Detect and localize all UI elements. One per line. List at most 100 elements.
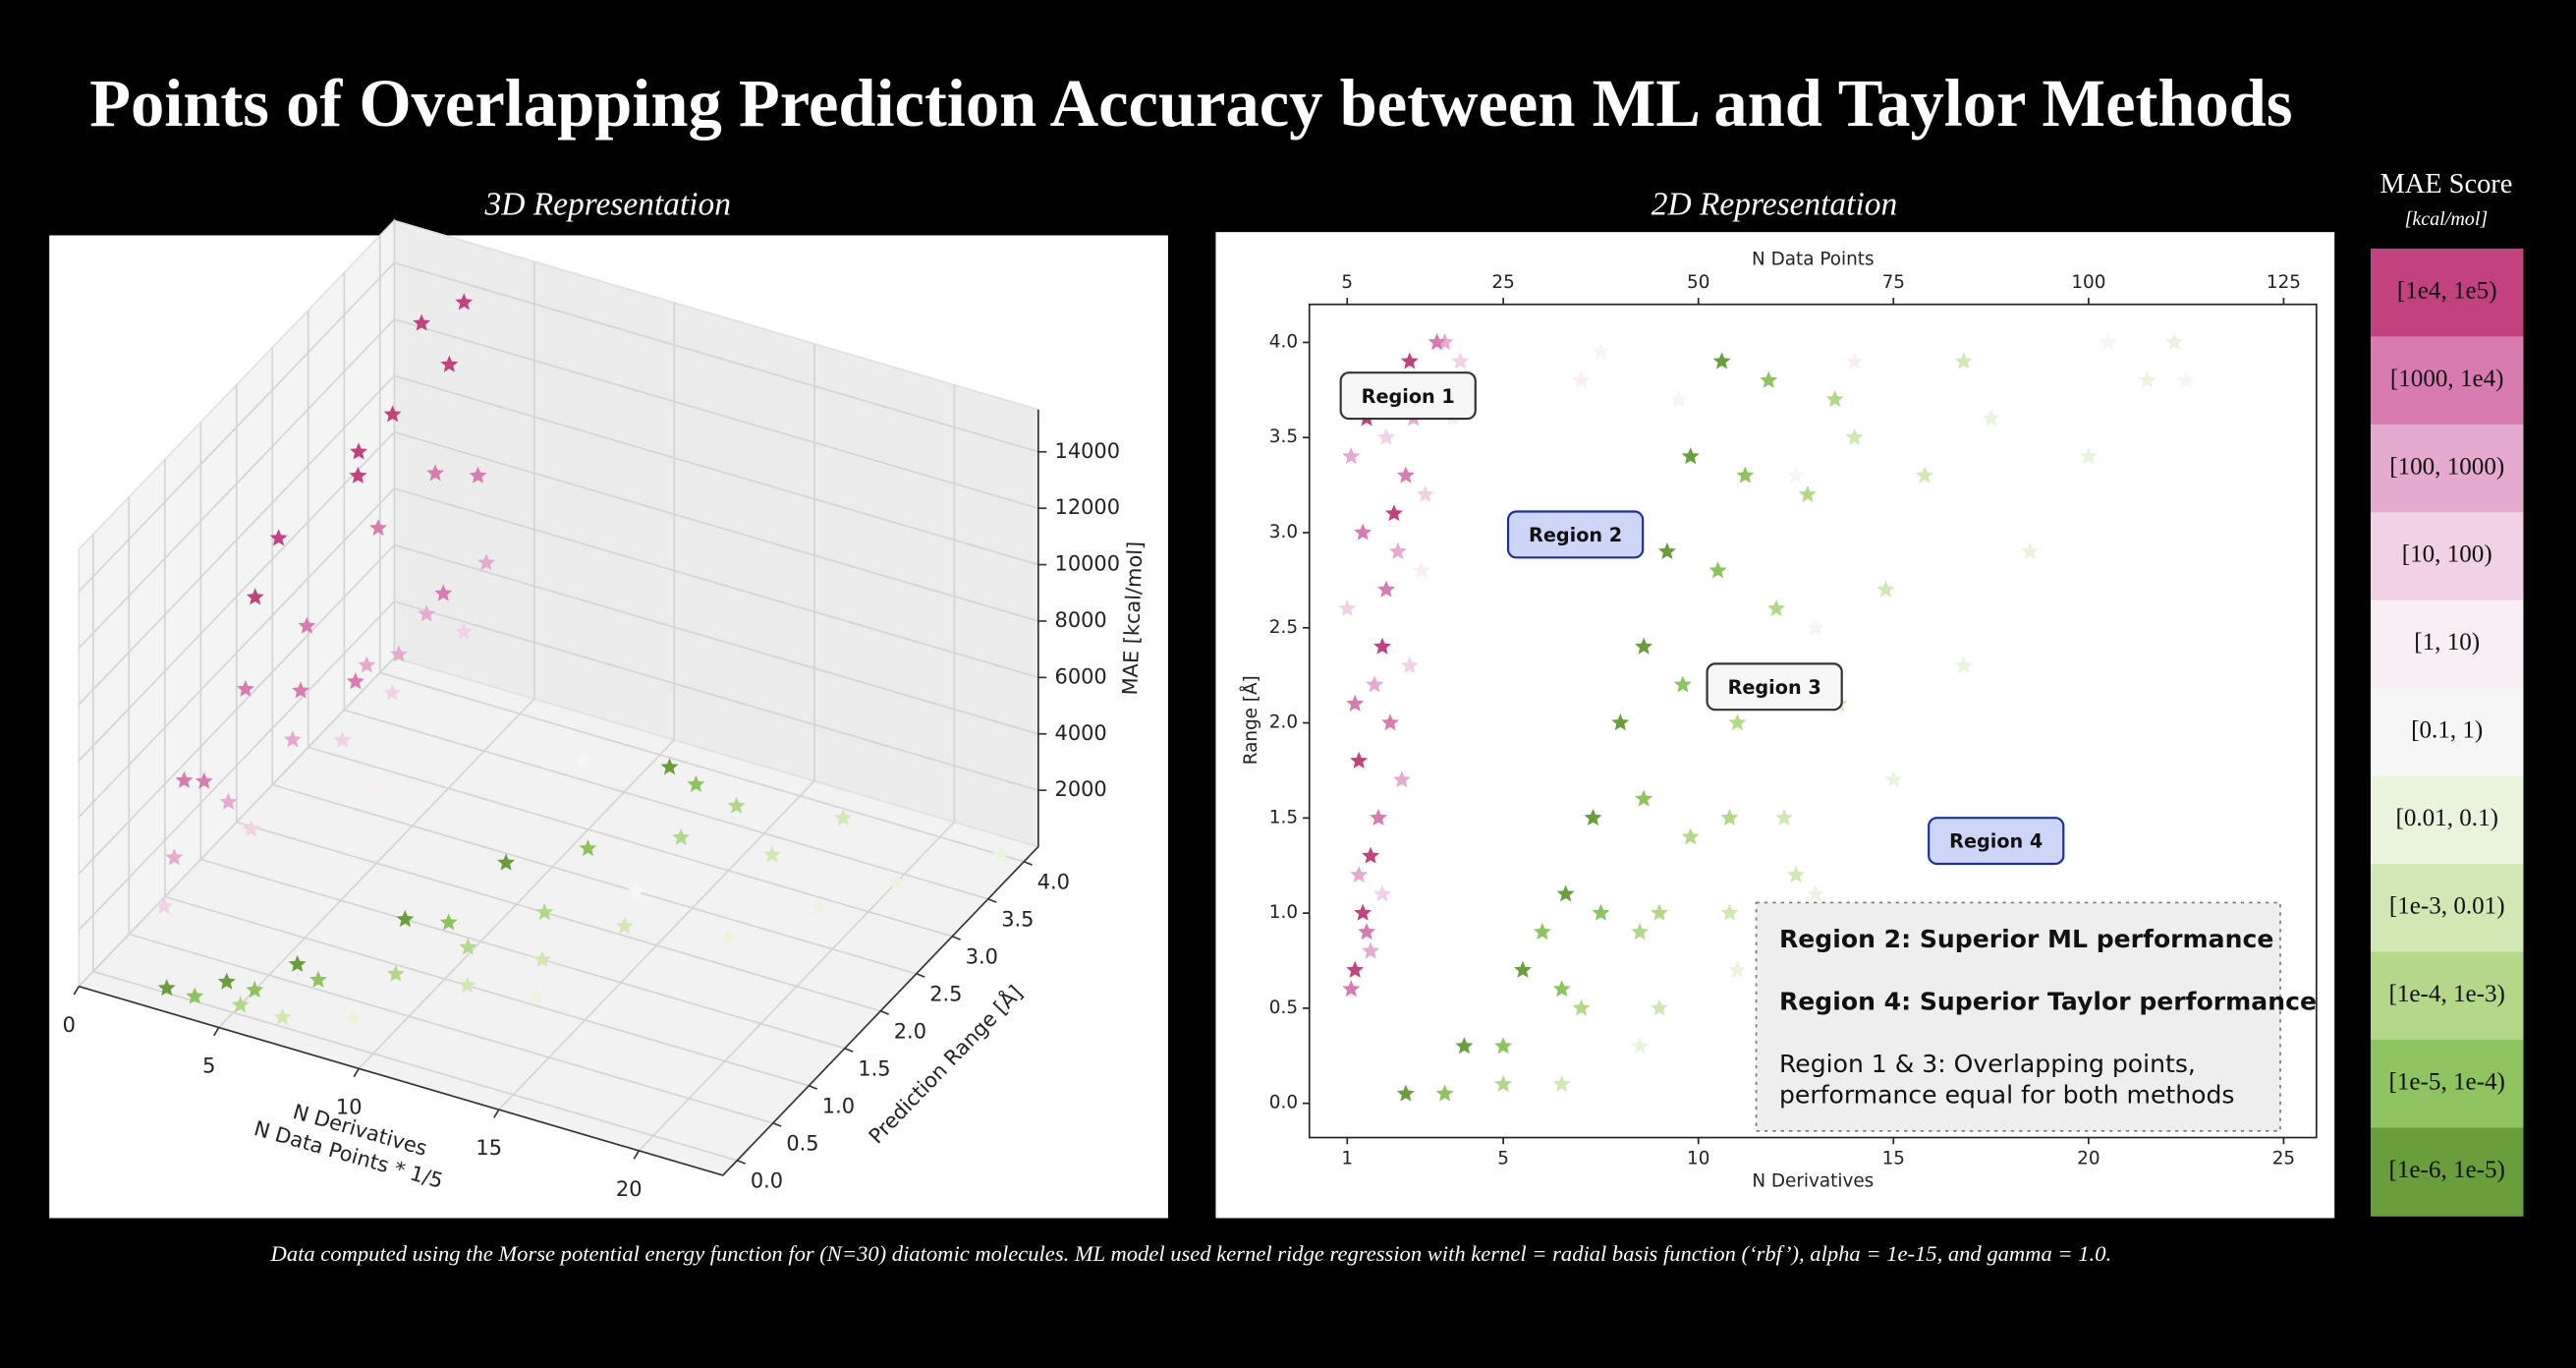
legend-label: [10, 100) (2402, 542, 2492, 568)
note-line: Region 2: Superior ML performance (1779, 925, 2273, 953)
legend-title: MAE Score (2380, 169, 2512, 200)
data-point (350, 442, 368, 460)
legend-swatch (2370, 336, 2524, 426)
data-point (1592, 342, 1610, 360)
data-point (1798, 484, 1817, 502)
data-point (1428, 332, 1446, 351)
data-point (2177, 370, 2196, 388)
data-point (887, 872, 906, 889)
data-point (1366, 675, 1384, 693)
data-point (687, 774, 705, 792)
data-point (455, 293, 474, 311)
data-point (439, 913, 458, 931)
data-point (573, 751, 591, 769)
y-tick (737, 1160, 747, 1165)
data-point (1370, 808, 1388, 826)
grid-line (78, 374, 1039, 706)
annotation-box (1706, 662, 1843, 712)
x-tick (493, 1109, 500, 1118)
legend-swatch (2370, 424, 2524, 514)
z-tick-label: 6000 (1055, 664, 1107, 688)
data-point (1396, 1084, 1415, 1102)
y-tick-label: 4.0 (1037, 870, 1070, 893)
grid-line (78, 261, 1039, 593)
data-point (1388, 542, 1407, 559)
annotation-box (1339, 371, 1477, 421)
data-point (1494, 1074, 1513, 1092)
legend: MAE Score [kcal/mol] [1e4, 1e5) [1000, 1e… (2370, 169, 2524, 1217)
grid-line (91, 534, 738, 1162)
legend-label: [0.1, 1) (2411, 717, 2483, 744)
data-point (1354, 903, 1372, 921)
annotation-label: Region 1 (1362, 385, 1455, 408)
data-point (1592, 903, 1610, 921)
data-point (469, 466, 487, 484)
data-point (195, 771, 213, 789)
x-tick-label: 1 (1341, 1148, 1353, 1168)
x-tick-label: 25 (2272, 1148, 2295, 1168)
legend-swatch (2370, 688, 2524, 777)
legend-swatch (2370, 1040, 2524, 1129)
legend-unit: [kcal/mol] (2405, 208, 2489, 230)
subtitle-3d: 3D Representation (483, 187, 730, 223)
data-point (727, 796, 746, 814)
legend-swatch (2370, 775, 2524, 865)
data-point (155, 897, 174, 915)
data-point (672, 827, 691, 845)
y-tick-label: 1.5 (1269, 807, 1298, 827)
data-point (1736, 466, 1755, 484)
data-point (383, 405, 402, 423)
data-point (413, 314, 431, 331)
data-point (1631, 1037, 1650, 1054)
x2-tick-label: 5 (1341, 272, 1353, 293)
data-point (358, 656, 376, 673)
x-tick (73, 986, 80, 996)
data-point (2099, 332, 2117, 351)
data-point (440, 355, 459, 372)
data-point (1552, 1074, 1571, 1092)
y-tick-label: 3.5 (1001, 907, 1034, 931)
data-point (533, 950, 552, 968)
y-tick-label: 3.5 (1269, 427, 1298, 447)
y-tick (916, 972, 925, 978)
plot-frame (1308, 303, 2318, 1139)
legend-swatch (2370, 248, 2524, 338)
data-point (1845, 352, 1864, 370)
data-point (1635, 637, 1653, 655)
grid-line (78, 220, 396, 988)
data-point (1384, 504, 1403, 522)
data-point (1373, 637, 1391, 655)
data-point (1346, 694, 1365, 712)
legend-label: [0.01, 0.1) (2395, 805, 2497, 831)
x2-tick-label: 100 (2071, 272, 2105, 293)
data-point (1376, 428, 1395, 445)
data-point (1806, 884, 1824, 902)
grid-line (164, 459, 810, 1087)
x-tick-label: 10 (336, 1095, 363, 1118)
annotation-label: Region 2 (1529, 524, 1622, 546)
data-point (992, 845, 1011, 863)
x-tick (633, 1150, 640, 1160)
data-point (1380, 713, 1399, 731)
data-point (390, 645, 408, 662)
data-point (246, 981, 264, 998)
data-point (186, 987, 204, 1004)
data-point (834, 809, 853, 826)
data-point (434, 584, 453, 601)
data-point (1513, 960, 1532, 978)
legend-swatch (2370, 512, 2524, 601)
grid-line (78, 430, 1039, 762)
data-point (1350, 751, 1369, 769)
data-point (165, 848, 184, 866)
data-point (344, 1009, 362, 1027)
data-point (1681, 827, 1700, 845)
grid-line (78, 599, 1039, 931)
data-point (236, 679, 254, 697)
data-point (219, 792, 238, 810)
legend-label: [1e-3, 0.01) (2389, 893, 2505, 920)
data-point (1916, 466, 1934, 484)
data-point (1373, 884, 1391, 902)
data-point (1954, 656, 1973, 674)
legend-swatch (2370, 951, 2524, 1041)
data-point (1825, 390, 1844, 408)
